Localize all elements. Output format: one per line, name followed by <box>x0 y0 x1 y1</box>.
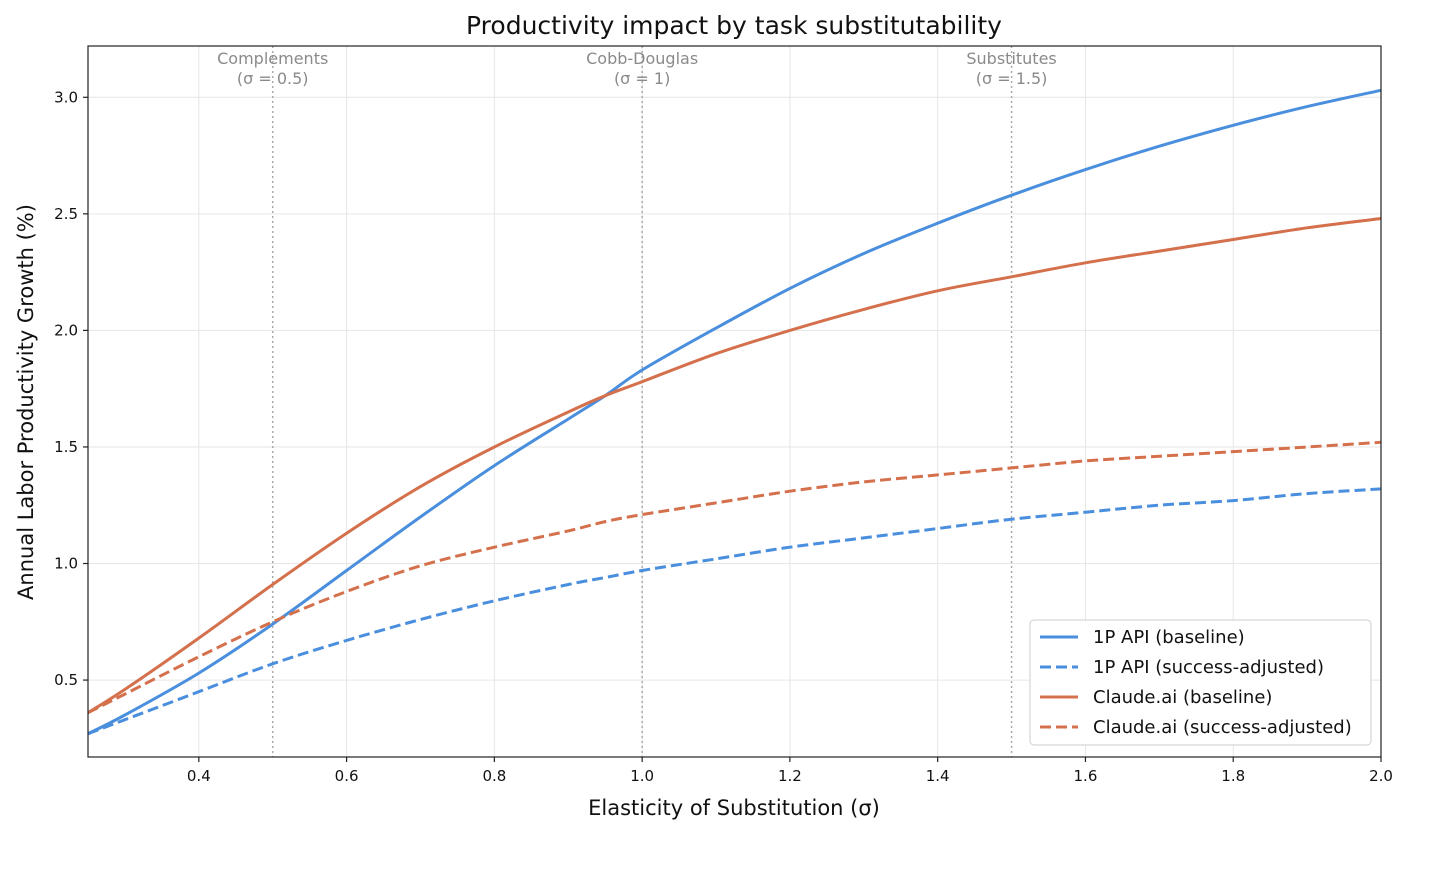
y-axis-ticks: 0.5 1.0 1.5 2.0 2.5 3.0 <box>54 88 88 689</box>
y-tick-label: 3.0 <box>54 88 78 106</box>
reference-lines: Complements(σ = 0.5) Cobb-Douglas(σ = 1) S… <box>217 46 1057 757</box>
y-tick-label: 1.5 <box>54 438 78 456</box>
series-lines <box>87 88 1382 736</box>
y-axis-label: Annual Labor Productivity Growth (%) <box>14 204 38 600</box>
legend-label: 1P API (baseline) <box>1093 627 1245 648</box>
x-tick-label: 1.4 <box>926 767 950 785</box>
legend-label: 1P API (success-adjusted) <box>1093 657 1324 678</box>
y-tick-label: 1.0 <box>54 555 78 573</box>
y-tick-label: 2.5 <box>54 205 78 223</box>
x-tick-label: 1.8 <box>1221 767 1245 785</box>
x-tick-label: 2.0 <box>1369 767 1393 785</box>
x-tick-label: 1.2 <box>778 767 802 785</box>
legend: 1P API (baseline) 1P API (success-adjuste… <box>1029 619 1372 746</box>
legend-box <box>1029 619 1372 746</box>
reference-sublabel: (σ = 1.5) <box>976 69 1048 88</box>
x-tick-label: 0.6 <box>335 767 359 785</box>
reference-sublabel: (σ = 0.5) <box>237 69 309 88</box>
x-axis-ticks: 0.4 0.6 0.8 1.0 1.2 1.4 1.6 1.8 2.0 <box>187 757 1393 785</box>
x-tick-label: 0.4 <box>187 767 211 785</box>
series-1p-api-success-adjusted-line <box>87 487 1382 736</box>
plot-frame <box>87 45 1382 758</box>
reference-label: Cobb-Douglas <box>586 49 698 68</box>
reference-label: Substitutes <box>966 49 1056 68</box>
chart-title: Productivity impact by task substitutabi… <box>466 11 1002 40</box>
reference-sublabel: (σ = 1) <box>614 69 670 88</box>
legend-label: Claude.ai (success-adjusted) <box>1093 717 1352 738</box>
x-tick-label: 1.0 <box>630 767 654 785</box>
y-tick-label: 0.5 <box>54 671 78 689</box>
x-tick-label: 0.8 <box>482 767 506 785</box>
series-claude-ai-success-adjusted-line <box>87 440 1382 715</box>
series-claude-ai-baseline-line <box>87 217 1382 714</box>
reference-label: Complements <box>217 49 328 68</box>
x-axis-label: Elasticity of Substitution (σ) <box>588 796 880 820</box>
x-tick-label: 1.6 <box>1074 767 1098 785</box>
legend-label: Claude.ai (baseline) <box>1093 687 1272 708</box>
y-tick-label: 2.0 <box>54 321 78 339</box>
